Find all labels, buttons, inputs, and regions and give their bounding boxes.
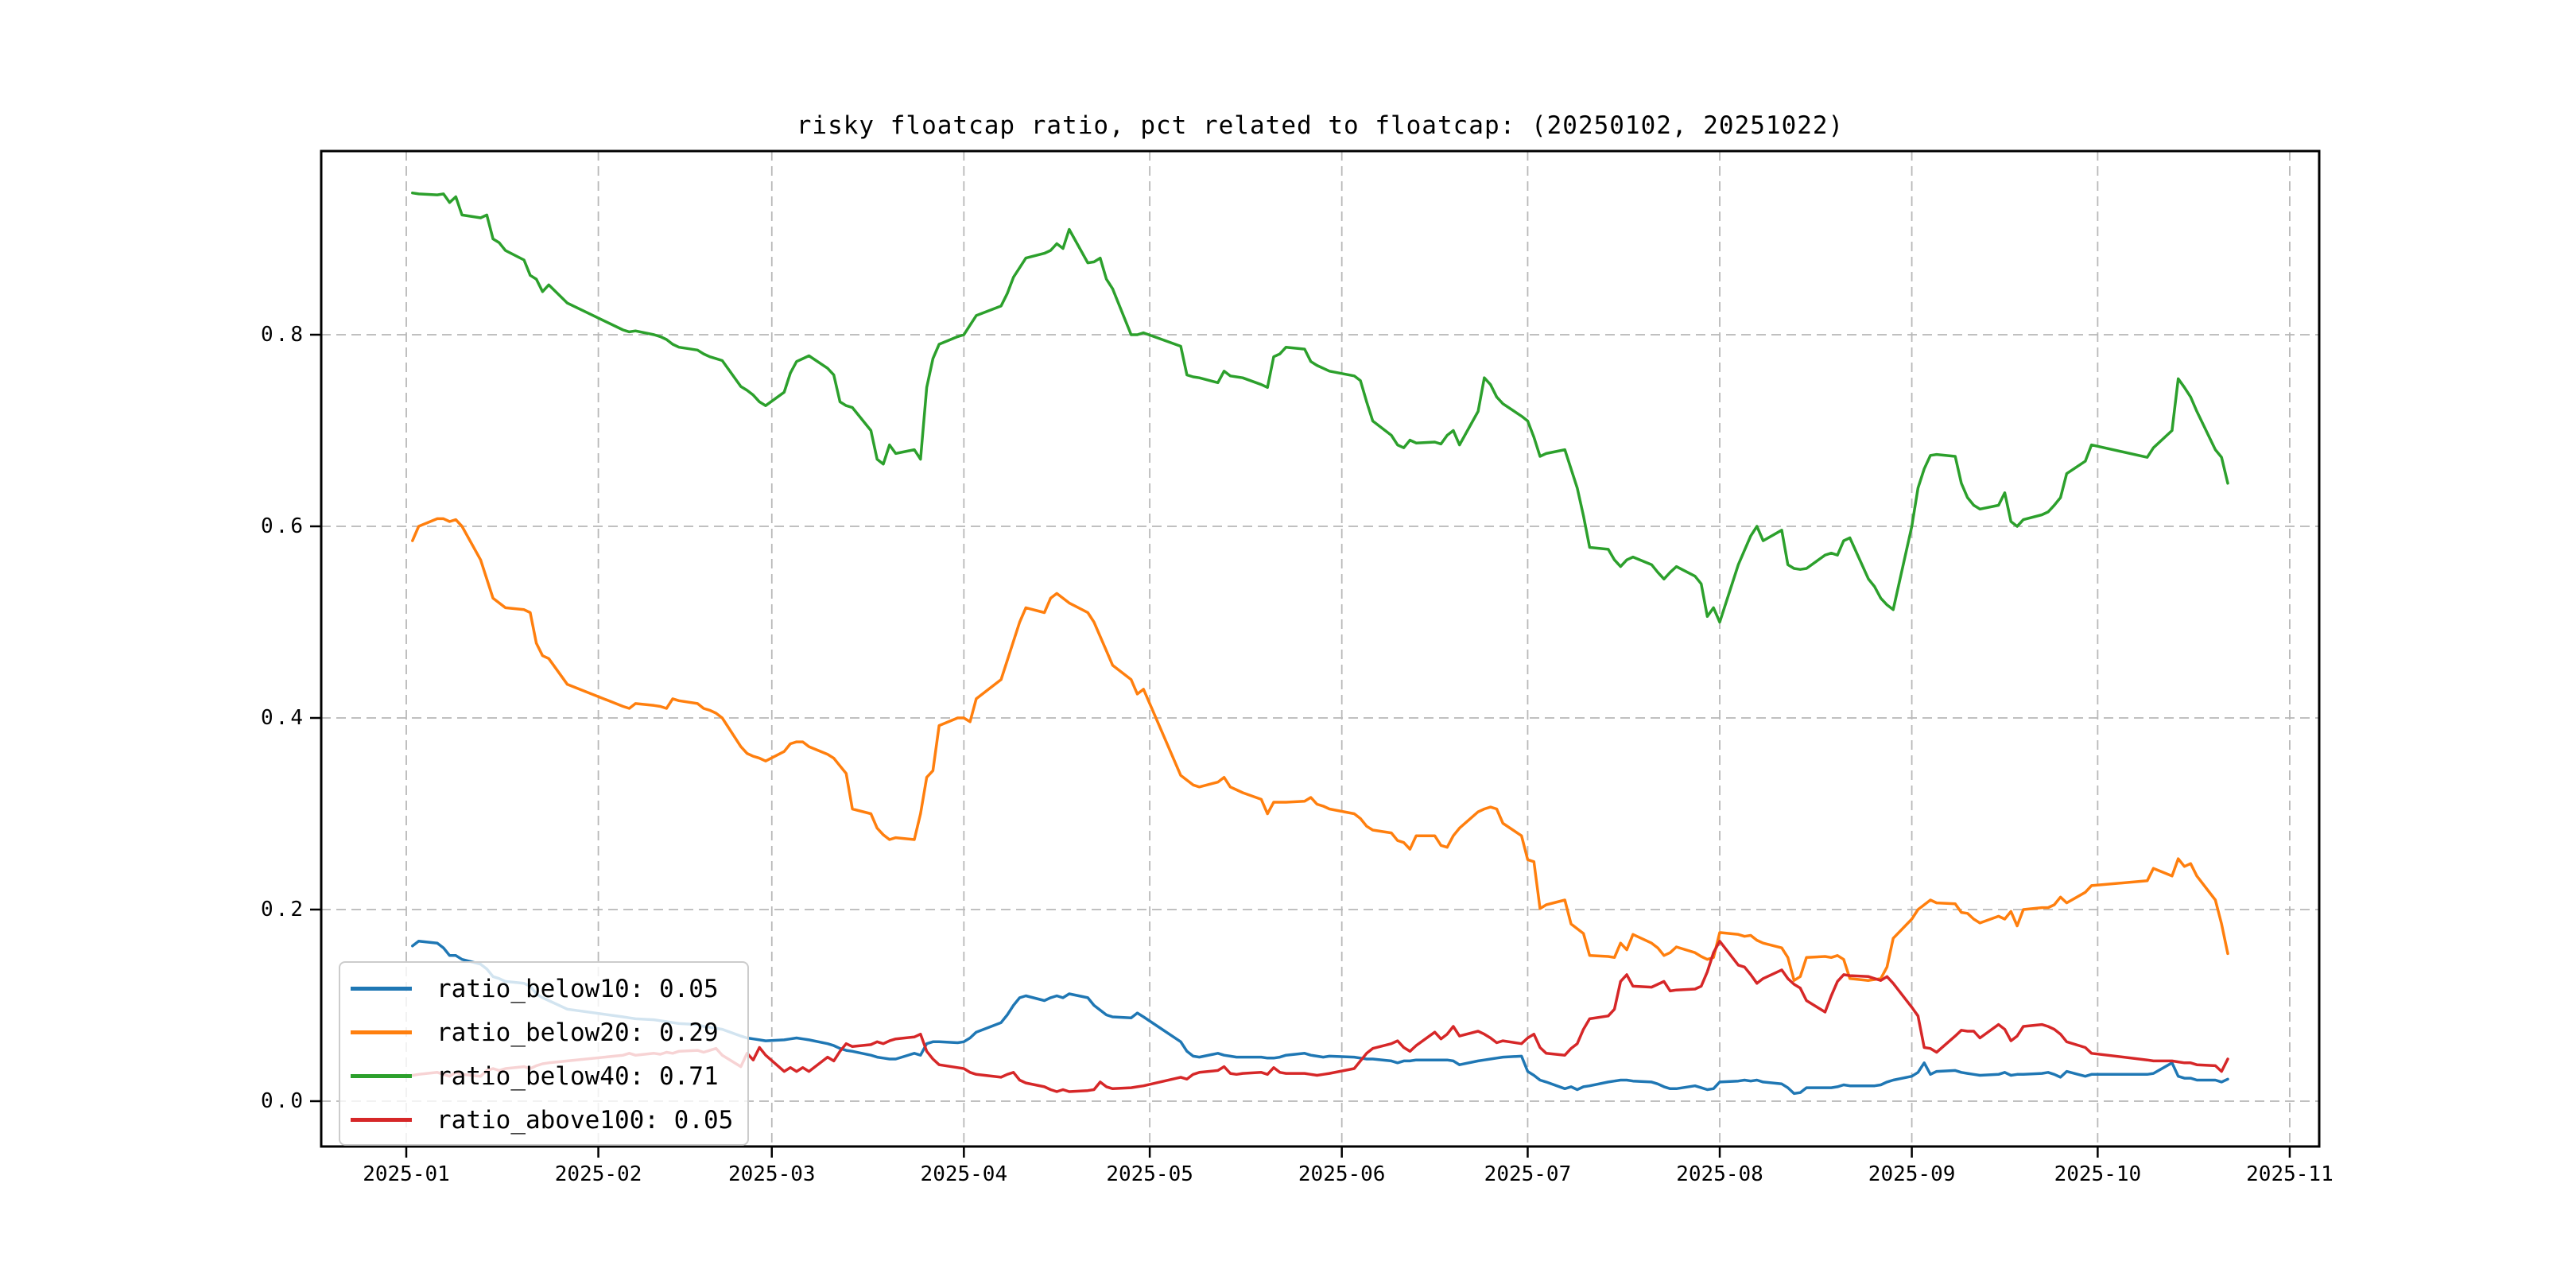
series-line-ratio_below20 [411, 517, 2229, 982]
axes-spines-and-ticks [310, 149, 2321, 1158]
y-tick-label: 0.2 [261, 898, 305, 921]
legend-label-ratio_above100: ratio_above100: 0.05 [436, 1105, 734, 1135]
y-tick-label: 0.8 [261, 323, 305, 347]
legend-item-ratio_below20: ratio_below20: 0.29 [340, 1011, 747, 1054]
legend-swatch-ratio_above100 [351, 1118, 412, 1122]
y-tick-label: 0.0 [261, 1089, 305, 1113]
legend-label-ratio_below40: ratio_below40: 0.71 [436, 1061, 719, 1091]
legend-swatch-ratio_below40 [351, 1074, 412, 1078]
legend-swatch-ratio_below10 [351, 987, 412, 991]
y-tick-label: 0.6 [261, 514, 305, 538]
legend-item-ratio_below40: ratio_below40: 0.71 [340, 1054, 747, 1098]
x-tick-label: 2025-10 [2054, 1162, 2142, 1186]
legend-label-ratio_below10: ratio_below10: 0.05 [436, 974, 719, 1003]
legend: ratio_below10: 0.05 ratio_below20: 0.29 ra… [339, 961, 749, 1146]
x-tick-label: 2025-11 [2246, 1162, 2334, 1186]
legend-swatch-ratio_below20 [351, 1030, 412, 1034]
legend-label-ratio_below20: ratio_below20: 0.29 [436, 1018, 719, 1047]
series-line-ratio_below40 [411, 191, 2229, 624]
chart-title: risky floatcap ratio, pct related to flo… [796, 111, 1845, 140]
legend-item-ratio_above100: ratio_above100: 0.05 [340, 1098, 747, 1142]
x-tick-label: 2025-07 [1484, 1162, 1572, 1186]
x-tick-label: 2025-09 [1868, 1162, 1956, 1186]
x-tick-label: 2025-03 [727, 1162, 816, 1186]
legend-item-ratio_below10: ratio_below10: 0.05 [340, 967, 747, 1011]
y-tick-label: 0.4 [261, 706, 305, 730]
x-tick-label: 2025-06 [1298, 1162, 1386, 1186]
series-lines [411, 191, 2229, 1096]
x-tick-label: 2025-01 [363, 1162, 450, 1186]
x-tick-label: 2025-05 [1106, 1162, 1193, 1186]
x-tick-label: 2025-08 [1676, 1162, 1763, 1186]
x-tick-label: 2025-02 [554, 1162, 642, 1186]
x-tick-label: 2025-04 [920, 1162, 1008, 1186]
plot-border [320, 149, 2321, 1148]
